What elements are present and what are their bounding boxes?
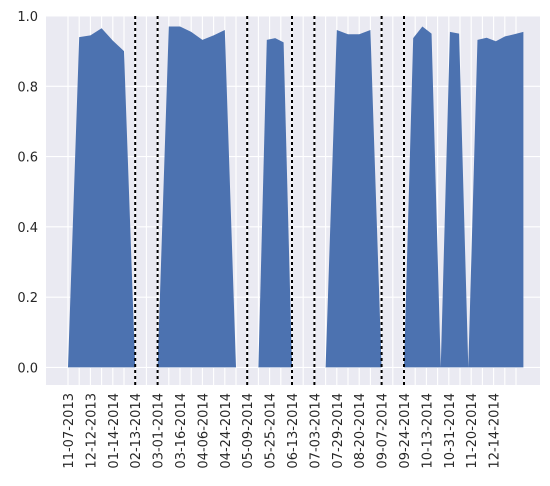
x-tick-label: 09-24-2014 — [398, 393, 413, 469]
area-segment — [325, 30, 382, 368]
x-tick-label: 09-07-2014 — [376, 393, 391, 469]
dashed-vertical-lines — [134, 16, 405, 385]
x-tick-label: 06-13-2014 — [286, 393, 301, 469]
area-segment — [157, 26, 236, 368]
x-tick-label: 02-13-2014 — [129, 393, 144, 469]
y-axis-ticks: 0.0 0.2 0.4 0.6 0.8 1.0 — [17, 10, 38, 376]
x-tick-label: 10-31-2014 — [443, 393, 458, 469]
x-tick-label: 12-12-2013 — [84, 393, 99, 469]
x-tick-label: 10-13-2014 — [420, 393, 435, 469]
x-tick-label: 05-25-2014 — [264, 393, 279, 469]
area-segment — [68, 28, 136, 368]
x-tick-label: 11-20-2014 — [465, 393, 480, 469]
x-tick-label: 11-07-2013 — [62, 393, 77, 469]
x-tick-label: 08-20-2014 — [353, 393, 368, 469]
x-tick-label: 04-24-2014 — [219, 393, 234, 469]
x-tick-label: 03-01-2014 — [152, 393, 167, 469]
x-tick-label: 01-14-2014 — [107, 393, 122, 469]
y-tick-label: 0.2 — [17, 291, 38, 306]
y-tick-label: 0.4 — [17, 221, 38, 236]
y-tick-label: 0.8 — [17, 80, 38, 95]
y-tick-label: 0.6 — [17, 151, 38, 166]
area-series — [68, 26, 524, 368]
y-tick-label: 0.0 — [17, 361, 38, 376]
y-tick-label: 1.0 — [17, 10, 38, 25]
x-tick-label: 05-09-2014 — [241, 393, 256, 469]
area-segment — [258, 38, 292, 368]
x-tick-label: 03-16-2014 — [174, 393, 189, 469]
x-tick-label: 12-14-2014 — [488, 393, 503, 469]
x-tick-label: 07-03-2014 — [308, 393, 323, 469]
x-axis-ticks: 11-07-2013 12-12-2013 01-14-2014 02-13-2014… — [62, 393, 503, 469]
area-segment — [404, 26, 524, 368]
x-tick-label: 04-06-2014 — [196, 393, 211, 469]
x-tick-label: 07-29-2014 — [331, 393, 346, 469]
